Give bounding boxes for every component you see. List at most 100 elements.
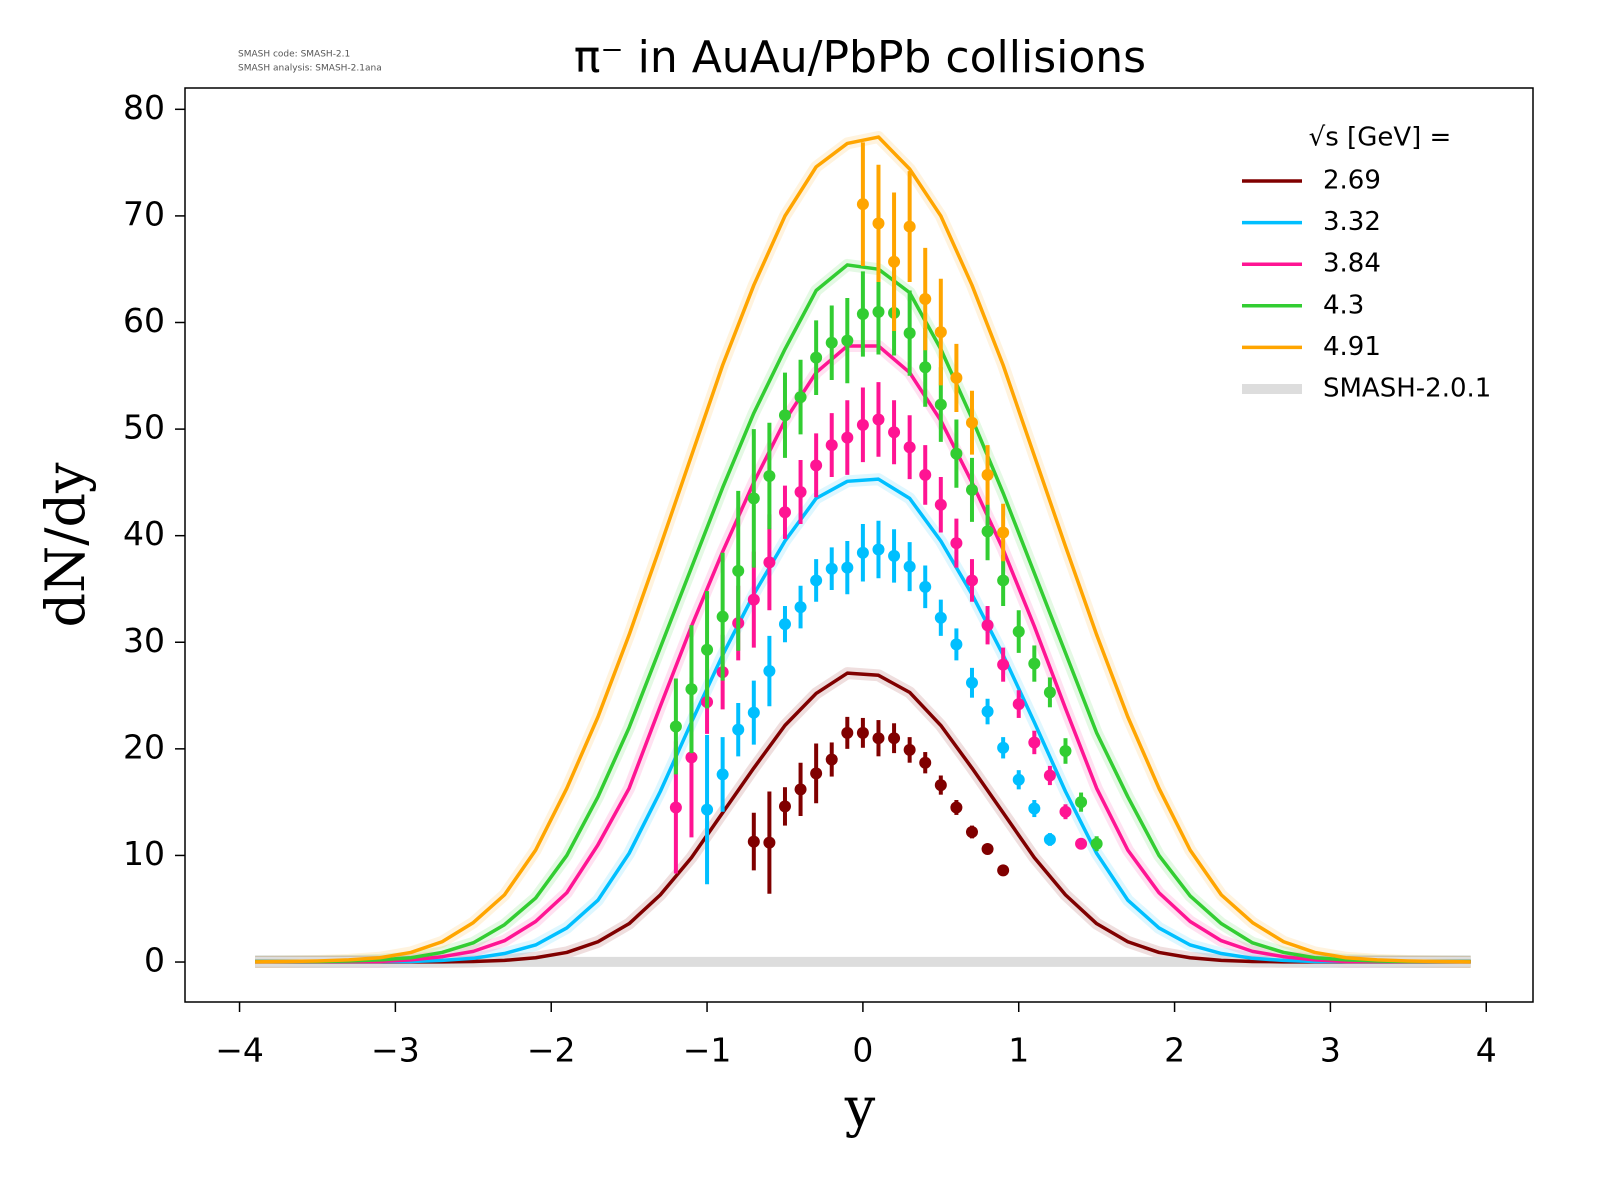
data-point: [919, 293, 932, 306]
data-point: [950, 371, 963, 384]
x-tick-label: 2: [1164, 1031, 1185, 1070]
data-point: [716, 768, 729, 781]
data-point: [716, 610, 729, 623]
y-axis-label: dN/dy: [34, 462, 97, 628]
data-point: [778, 409, 791, 422]
data-point: [701, 643, 714, 656]
y-tick-label: 50: [123, 408, 165, 447]
data-point: [747, 492, 760, 505]
data-point: [950, 801, 963, 814]
data-point: [1012, 773, 1025, 786]
data-point: [934, 779, 947, 792]
data-point: [1090, 837, 1103, 850]
data-point: [856, 307, 869, 320]
data-point: [888, 426, 901, 439]
data-point: [981, 619, 994, 632]
x-axis-label: y: [844, 1076, 876, 1139]
data-point: [950, 638, 963, 651]
legend-label: 4.91: [1323, 332, 1381, 362]
data-point: [778, 800, 791, 813]
chart-title: π⁻ in AuAu/PbPb collisions: [574, 32, 1146, 83]
x-tick-label: 0: [852, 1031, 873, 1070]
data-point: [997, 526, 1010, 539]
data-point: [841, 334, 854, 347]
data-point: [934, 398, 947, 411]
data-point: [997, 658, 1010, 671]
y-tick-label: 10: [123, 834, 165, 873]
data-point: [872, 217, 885, 230]
data-point: [872, 732, 885, 745]
data-point: [903, 743, 916, 756]
data-point: [965, 825, 978, 838]
data-point: [747, 706, 760, 719]
plot-frame: [184, 87, 1534, 1003]
data-point: [856, 546, 869, 559]
data-point: [903, 220, 916, 233]
data-point: [763, 836, 776, 849]
data-point: [981, 468, 994, 481]
data-point: [934, 498, 947, 511]
data-point: [1059, 805, 1072, 818]
data-point: [981, 705, 994, 718]
x-tick-label: 4: [1476, 1031, 1497, 1070]
y-tick-label: 60: [123, 301, 165, 340]
data-point: [997, 741, 1010, 754]
data-point: [841, 431, 854, 444]
data-point: [1075, 796, 1088, 809]
y-tick-label: 30: [123, 621, 165, 660]
data-point: [1043, 833, 1056, 846]
data-point: [841, 726, 854, 739]
data-point: [778, 506, 791, 519]
data-point: [1043, 769, 1056, 782]
data-point: [872, 413, 885, 426]
model-line: [255, 263, 1471, 964]
x-tick-label: 1: [1008, 1031, 1029, 1070]
data-point: [825, 336, 838, 349]
data-point: [903, 441, 916, 454]
data-point: [903, 560, 916, 573]
legend-label: 4.3: [1323, 290, 1364, 320]
data-point: [856, 418, 869, 431]
data-point: [919, 468, 932, 481]
annotation: SMASH code: SMASH-2.1: [238, 50, 350, 60]
data-point: [1028, 736, 1041, 749]
data-point: [794, 391, 807, 404]
legend-label: SMASH-2.0.1: [1323, 374, 1491, 404]
data-point: [888, 549, 901, 562]
data-point: [825, 753, 838, 766]
model-line: [255, 671, 1471, 964]
annotation: SMASH analysis: SMASH-2.1ana: [238, 64, 382, 74]
data-point: [747, 835, 760, 848]
data-point: [997, 864, 1010, 877]
data-point: [950, 537, 963, 550]
data-point: [669, 801, 682, 814]
data-point: [872, 305, 885, 318]
data-point: [810, 574, 823, 587]
data-point: [1012, 698, 1025, 711]
y-tick-label: 80: [123, 88, 165, 127]
data-point: [997, 574, 1010, 587]
data-point: [981, 525, 994, 538]
data-point: [919, 756, 932, 769]
data-point: [1059, 744, 1072, 757]
data-point: [810, 459, 823, 472]
data-point: [669, 720, 682, 733]
data-point: [763, 469, 776, 482]
y-tick-label: 0: [144, 941, 165, 980]
data-point: [856, 726, 869, 739]
y-tick-label: 70: [123, 194, 165, 233]
data-point: [872, 543, 885, 556]
legend-title: √s [GeV] =: [1309, 123, 1452, 153]
data-point: [701, 803, 714, 816]
data-point: [1012, 625, 1025, 638]
data-point: [732, 723, 745, 736]
data-point: [1075, 837, 1088, 850]
data-point: [825, 562, 838, 575]
model-line: [255, 135, 1471, 964]
data-point: [747, 593, 760, 606]
x-tick-label: −1: [683, 1031, 732, 1070]
data-point: [919, 580, 932, 593]
data-point: [810, 767, 823, 780]
data-point: [965, 416, 978, 429]
data-point: [856, 198, 869, 211]
